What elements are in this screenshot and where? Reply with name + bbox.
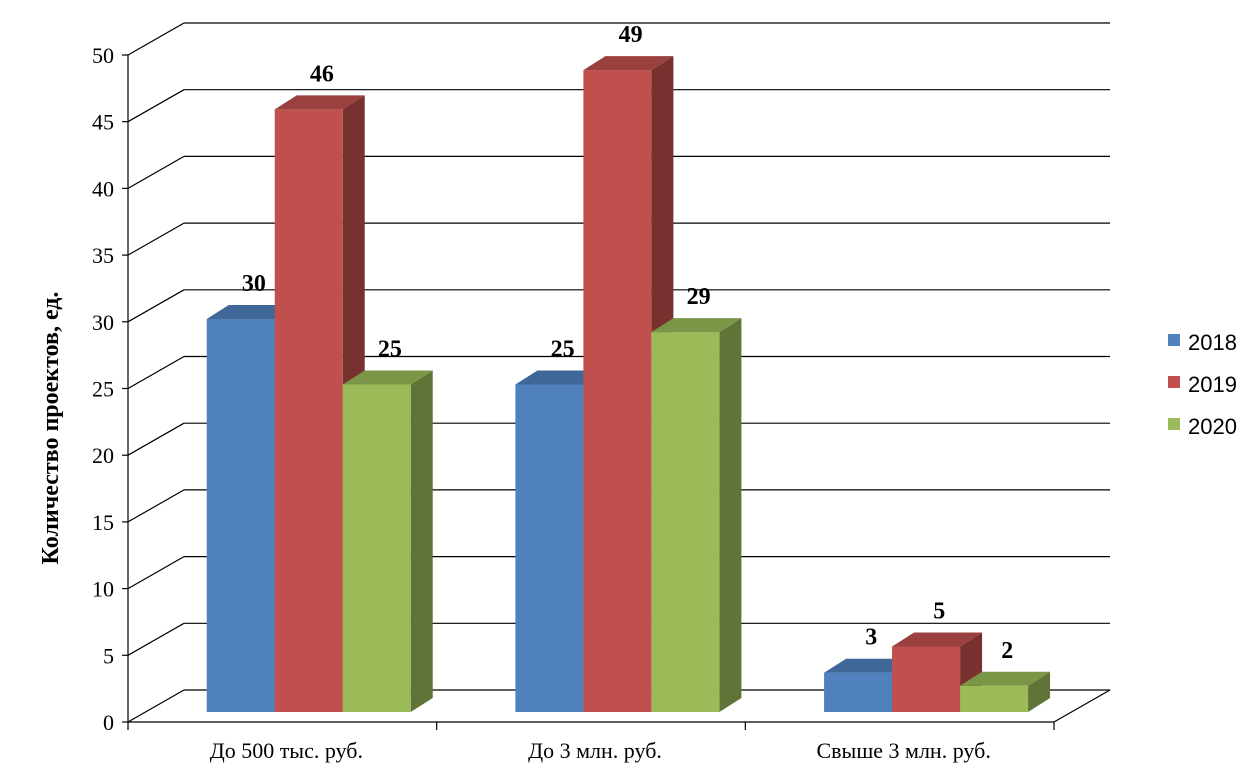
data-label: 25: [378, 337, 402, 363]
bar-2020-2: [651, 318, 742, 712]
y-tick-label: 10: [92, 577, 114, 602]
x-category-label: До 3 млн. руб.: [528, 738, 662, 763]
data-label: 30: [242, 271, 266, 297]
legend-swatch-2018: [1168, 334, 1180, 346]
y-axis-title: Количество проектов, ед.: [38, 292, 64, 565]
bar-top: [583, 56, 674, 71]
y-tick-label: 15: [92, 510, 114, 535]
bar-side: [719, 318, 742, 712]
y-tick-label: 45: [92, 110, 114, 135]
gridline-diag: [127, 622, 185, 656]
bars: [206, 56, 1051, 713]
data-label: 25: [551, 337, 575, 363]
gridline-diag: [127, 422, 185, 456]
gridline-diag: [127, 289, 185, 323]
floor-right-edge: [1053, 689, 1111, 723]
x-category-label: Свыше 3 млн. руб.: [816, 738, 990, 763]
bar-front: [206, 319, 275, 712]
bar-2019-3: [892, 632, 983, 712]
data-label: 2: [1001, 638, 1013, 664]
bar-top: [342, 370, 433, 385]
bar-side: [1028, 671, 1051, 712]
y-tick-label: 0: [103, 710, 114, 735]
bar-front: [892, 646, 961, 712]
data-label: 5: [933, 599, 945, 625]
data-label: 46: [310, 61, 334, 87]
gridline-diag: [127, 89, 185, 123]
y-tick-label: 50: [92, 43, 114, 68]
data-label: 29: [687, 284, 711, 310]
legend-swatch-2020: [1168, 418, 1180, 430]
bar-front: [583, 70, 652, 713]
bar-side: [410, 370, 433, 712]
bar-front: [824, 672, 893, 712]
legend: 2018 2019 2020: [1168, 330, 1237, 439]
bar-top: [824, 658, 915, 673]
gridline-diag: [127, 689, 185, 723]
y-tick-label: 40: [92, 176, 114, 201]
bar-front: [651, 332, 720, 712]
gridline-diag: [127, 155, 185, 189]
y-tick-label: 5: [103, 643, 114, 668]
gridline-diag: [127, 22, 185, 56]
gridline-diag: [127, 556, 185, 590]
y-tick-label: 30: [92, 310, 114, 335]
axes: [122, 54, 1111, 730]
y-tick-label: 35: [92, 243, 114, 268]
x-category-label: До 500 тыс. руб.: [210, 738, 363, 763]
gridline-diag: [127, 222, 185, 256]
legend-label-2020: 2020: [1188, 414, 1237, 439]
legend-swatch-2019: [1168, 376, 1180, 388]
gridline-diag: [127, 355, 185, 390]
bar-front: [515, 384, 584, 712]
bar-front: [274, 109, 343, 712]
bar-top: [651, 318, 742, 333]
y-tick-label: 25: [92, 377, 114, 402]
bar-top: [960, 671, 1051, 686]
bar-top: [274, 95, 365, 110]
bar-top: [206, 305, 297, 319]
gridline-diag: [127, 489, 185, 523]
data-label: 3: [865, 625, 877, 651]
legend-label-2018: 2018: [1188, 330, 1237, 355]
data-label: 49: [619, 22, 643, 48]
y-tick-label: 20: [92, 443, 114, 468]
bar-front: [960, 685, 1029, 712]
bar-2020-1: [342, 370, 433, 712]
bar-top: [515, 370, 606, 385]
bar-top: [892, 632, 983, 647]
bar-2020-3: [960, 671, 1051, 712]
legend-label-2019: 2019: [1188, 372, 1237, 397]
bar-front: [342, 384, 411, 712]
